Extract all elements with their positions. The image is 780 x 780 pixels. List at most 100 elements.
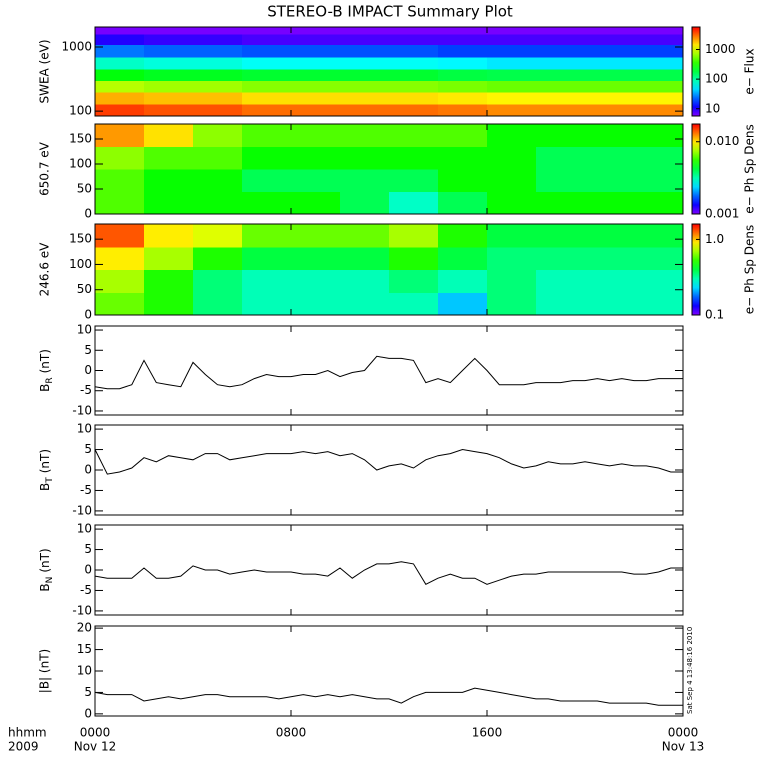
colorbar-label: e− Ph Sp Dens xyxy=(743,225,757,314)
y-tick-label: 1000 xyxy=(61,39,92,53)
spectrogram-cell xyxy=(487,292,537,316)
timestamp: Sat Sep 4 13:48:16 2010 xyxy=(686,627,694,714)
panel xyxy=(95,124,684,215)
spectrogram-cell xyxy=(487,269,537,293)
spectrogram-cell xyxy=(585,246,635,270)
spectrogram-cell xyxy=(536,146,586,170)
spectrogram-cell xyxy=(536,269,586,293)
spectrogram-cell xyxy=(536,292,586,316)
y-axis-label-sub: R xyxy=(45,377,55,383)
spectrogram-cell xyxy=(585,103,635,117)
spectrogram-cell xyxy=(585,80,635,93)
spectrogram-cell xyxy=(487,224,537,248)
spectrogram-cell xyxy=(144,103,194,117)
spectrogram-cell xyxy=(340,69,390,82)
spectrogram-cell xyxy=(585,69,635,82)
spectrogram-cell xyxy=(95,33,145,45)
spectrogram-cell xyxy=(95,27,145,35)
y-tick-label: 20 xyxy=(77,621,92,635)
spectrogram-cell xyxy=(291,146,341,170)
spectrogram-cell xyxy=(193,44,243,58)
spectrogram-cell xyxy=(242,246,292,270)
spectrogram-cell xyxy=(95,80,145,93)
y-axis-label-unit: (nT) xyxy=(38,449,52,473)
spectrogram-cell xyxy=(536,191,586,215)
y-tick-label: 0 xyxy=(84,207,92,221)
colorbar-tick-label: 1.0 xyxy=(705,232,724,246)
spectrogram-cell xyxy=(193,69,243,82)
spectrogram-cell xyxy=(144,224,194,248)
y-tick-label: 5 xyxy=(84,685,92,699)
spectrogram-cell xyxy=(291,124,341,147)
spectrogram-cell xyxy=(487,56,537,70)
spectrogram-cell xyxy=(438,44,488,58)
y-tick-label: -10 xyxy=(72,403,92,417)
spectrogram-cell xyxy=(487,91,537,105)
panel-frame xyxy=(94,223,684,316)
spectrogram-cell xyxy=(536,103,586,117)
spectrogram-cell xyxy=(242,69,292,82)
spectrogram-cell xyxy=(634,91,684,105)
colorbar-tick-label: 0.010 xyxy=(705,134,739,148)
spectrogram-cell xyxy=(585,292,635,316)
spectrogram-cell xyxy=(291,69,341,82)
x-tick-label: 0000 xyxy=(668,726,699,740)
y-axis-label-main: B xyxy=(38,384,52,392)
spectrogram-cell xyxy=(144,146,194,170)
spectrogram-cell xyxy=(634,124,684,147)
y-axis-label-unit: (nT) xyxy=(38,349,52,373)
spectrogram-cell xyxy=(340,269,390,293)
colorbar-tick-label: 0.001 xyxy=(705,207,739,221)
panel xyxy=(94,448,683,475)
spectrogram-cell xyxy=(536,91,586,105)
spectrogram-cell xyxy=(585,224,635,248)
panel-frame xyxy=(94,424,684,516)
colorbar xyxy=(691,223,701,316)
spectrogram-cell xyxy=(634,69,684,82)
colorbar xyxy=(691,26,701,117)
y-tick-label: 100 xyxy=(69,257,92,271)
spectrogram-cell xyxy=(291,224,341,248)
spectrogram-cell xyxy=(242,292,292,316)
spectrogram-cell xyxy=(193,146,243,170)
y-tick-label: 50 xyxy=(77,282,92,296)
spectrogram-cell xyxy=(95,246,145,270)
spectrogram-cell xyxy=(438,269,488,293)
spectrogram-cell xyxy=(291,191,341,215)
spectrogram-cell xyxy=(95,124,145,147)
spectrogram-cell xyxy=(340,91,390,105)
spectrogram-cell xyxy=(193,246,243,270)
spectrogram-cell xyxy=(340,191,390,215)
spectrogram-cell xyxy=(144,80,194,93)
spectrogram-cell xyxy=(536,44,586,58)
y-tick-label: -5 xyxy=(80,383,92,397)
y-tick-label: 0 xyxy=(84,563,92,577)
spectrogram-cell xyxy=(340,27,390,35)
colorbar xyxy=(691,123,701,215)
spectrogram-cell xyxy=(487,169,537,192)
spectrogram-cell xyxy=(193,191,243,215)
panel xyxy=(94,687,683,706)
panel-frame xyxy=(94,26,684,117)
spectrogram-cell xyxy=(95,91,145,105)
spectrogram-cell xyxy=(242,27,292,35)
spectrogram-cell xyxy=(291,27,341,35)
spectrogram-cell xyxy=(389,69,439,82)
spectrogram-cell xyxy=(438,191,488,215)
spectrogram-cell xyxy=(389,44,439,58)
spectrogram-cell xyxy=(144,33,194,45)
spectrogram-cell xyxy=(193,224,243,248)
spectrogram-cell xyxy=(242,224,292,248)
spectrogram-cell xyxy=(487,44,537,58)
spectrogram-cell xyxy=(536,224,586,248)
spectrogram-cell xyxy=(291,246,341,270)
spectrogram-cell xyxy=(585,27,635,35)
y-tick-label: 0 xyxy=(84,363,92,377)
spectrogram-cell xyxy=(340,224,390,248)
spectrogram-cell xyxy=(291,169,341,192)
spectrogram-cell xyxy=(144,44,194,58)
spectrogram-cell xyxy=(438,224,488,248)
spectrogram-cell xyxy=(340,169,390,192)
y-axis-label: BT (nT) xyxy=(38,449,55,491)
